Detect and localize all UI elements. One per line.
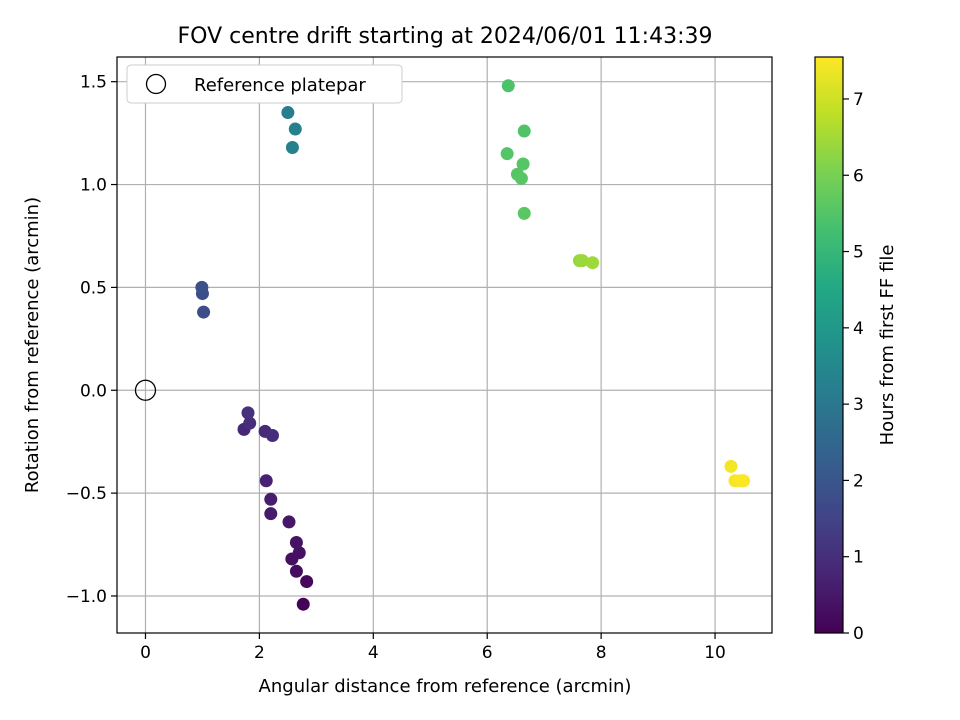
data-point <box>264 507 278 521</box>
x-tick-label: 0 <box>140 643 151 663</box>
data-point <box>281 106 295 120</box>
reference-point <box>134 379 157 401</box>
data-point <box>517 206 531 220</box>
colorbar-tick-label: 2 <box>853 471 864 491</box>
colorbar-tick-label: 0 <box>853 624 864 644</box>
x-axis-label: Angular distance from reference (arcmin) <box>259 676 632 697</box>
data-point <box>265 429 279 443</box>
colorbar: 0 1 2 3 4 5 6 7 Hours from first FF file <box>814 56 898 644</box>
data-point <box>296 597 310 611</box>
y-tick-label: 1.0 <box>80 176 107 196</box>
data-point <box>243 416 257 430</box>
y-tick-label: −1.0 <box>66 587 107 607</box>
data-point <box>289 564 303 578</box>
data-point <box>514 171 528 185</box>
data-point <box>517 124 531 138</box>
y-axis-label: Rotation from reference (arcmin) <box>22 197 43 493</box>
reference-marker <box>134 379 157 401</box>
data-point <box>195 280 209 294</box>
data-point <box>501 79 515 93</box>
data-point <box>285 141 299 155</box>
x-tick-label: 2 <box>254 643 265 663</box>
data-point <box>288 122 302 136</box>
data-points <box>195 79 751 611</box>
data-point <box>737 474 751 488</box>
x-tick-label: 6 <box>482 643 493 663</box>
y-tick-label: 0.5 <box>80 278 107 298</box>
y-axis-ticks: −1.0 −0.5 0.0 0.5 1.0 1.5 <box>66 73 117 607</box>
data-point <box>586 256 600 270</box>
data-point <box>500 147 514 161</box>
x-tick-label: 10 <box>704 643 726 663</box>
legend: Reference platepar <box>126 64 403 104</box>
data-point <box>292 546 306 560</box>
data-point <box>300 575 314 589</box>
legend-box <box>126 64 403 104</box>
data-point <box>289 535 303 549</box>
x-tick-label: 8 <box>596 643 607 663</box>
data-point <box>264 492 278 506</box>
colorbar-ticks: 0 1 2 3 4 5 6 7 <box>843 90 864 644</box>
data-point <box>516 157 530 171</box>
data-point <box>241 406 255 420</box>
legend-reference-marker <box>145 73 167 95</box>
colorbar-tick-label: 7 <box>853 90 864 110</box>
plot-frame <box>116 56 773 634</box>
x-tick-label: 4 <box>368 643 379 663</box>
grid-lines <box>117 57 772 633</box>
y-tick-label: −0.5 <box>66 484 107 504</box>
colorbar-tick-label: 1 <box>853 548 864 568</box>
colorbar-tick-label: 5 <box>853 243 864 263</box>
colorbar-tick-label: 4 <box>853 319 864 339</box>
x-axis-ticks: 0 2 4 6 8 10 <box>140 633 726 663</box>
data-point <box>259 474 273 488</box>
data-point <box>575 254 589 268</box>
data-point <box>197 305 211 319</box>
colorbar-label: Hours from first FF file <box>877 245 898 446</box>
colorbar-gradient <box>814 56 844 634</box>
legend-entry-reference: Reference platepar <box>194 75 366 96</box>
data-point <box>282 515 296 529</box>
data-point <box>724 459 738 473</box>
chart-title: FOV centre drift starting at 2024/06/01 … <box>178 24 713 49</box>
colorbar-tick-label: 3 <box>853 395 864 415</box>
y-tick-label: 0.0 <box>80 381 107 401</box>
y-tick-label: 1.5 <box>80 73 107 93</box>
colorbar-tick-label: 6 <box>853 166 864 186</box>
